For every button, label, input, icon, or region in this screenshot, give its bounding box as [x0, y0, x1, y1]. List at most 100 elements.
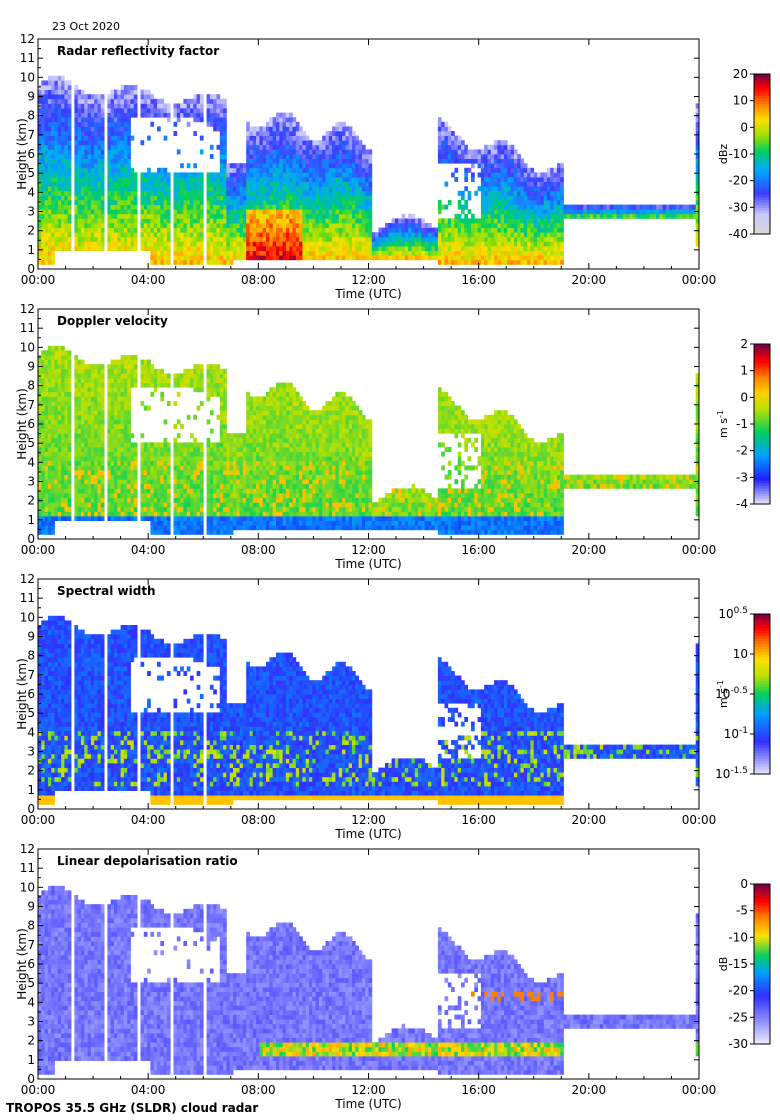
- heatmap-cell: [276, 135, 280, 141]
- heatmap-cell: [173, 250, 178, 256]
- heatmap-cell: [295, 158, 300, 164]
- heatmap-cell: [127, 158, 131, 164]
- heatmap-cell: [513, 223, 518, 228]
- heatmap-cell: [51, 200, 55, 205]
- heatmap-cell: [81, 131, 85, 136]
- heatmap-cell: [437, 204, 442, 210]
- heatmap-cell: [338, 149, 343, 155]
- heatmap-cell: [437, 144, 442, 150]
- heatmap-cell: [431, 236, 435, 242]
- heatmap-cell: [695, 186, 700, 192]
- heatmap-cell: [140, 218, 145, 224]
- heatmap-cell: [57, 218, 62, 224]
- heatmap-cell: [487, 218, 492, 224]
- heatmap-cell: [560, 246, 564, 251]
- heatmap-cell: [64, 177, 69, 182]
- heatmap-cell: [540, 177, 545, 182]
- heatmap-cell: [130, 223, 135, 228]
- heatmap-cell: [632, 209, 637, 215]
- heatmap-cell: [117, 516, 121, 521]
- heatmap-cell: [444, 255, 449, 261]
- heatmap-cell: [272, 167, 277, 173]
- heatmap-cell: [282, 172, 287, 178]
- heatmap-cell: [38, 181, 42, 187]
- heatmap-cell: [583, 204, 587, 210]
- heatmap-cell: [44, 190, 49, 196]
- heatmap-cell: [259, 209, 264, 215]
- heatmap-cell: [81, 172, 85, 178]
- heatmap-cell: [358, 140, 363, 146]
- heatmap-cell: [41, 456, 45, 462]
- heatmap-cell: [100, 405, 105, 411]
- heatmap-cell: [543, 213, 548, 219]
- colorbar-tick-label: -10: [728, 147, 748, 161]
- heatmap-cell: [87, 204, 92, 210]
- heatmap-cell: [67, 355, 72, 360]
- heatmap-cell: [123, 158, 128, 164]
- heatmap-cell: [153, 177, 158, 182]
- heatmap-cell: [632, 204, 637, 210]
- heatmap-cell: [471, 250, 475, 256]
- heatmap-cell: [94, 121, 98, 127]
- heatmap-cell: [259, 167, 264, 173]
- heatmap-cell: [401, 250, 406, 256]
- heatmap-cell: [54, 172, 59, 178]
- heatmap-cell: [143, 108, 148, 113]
- heatmap-cell: [391, 232, 396, 238]
- heatmap-cell: [193, 172, 197, 178]
- heatmap-cell: [67, 177, 72, 182]
- heatmap-cell: [302, 195, 307, 201]
- heatmap-cell: [61, 200, 65, 205]
- heatmap-cell: [295, 154, 300, 159]
- heatmap-cell: [262, 232, 267, 238]
- heatmap-cell: [285, 167, 290, 173]
- heatmap-cell: [252, 158, 257, 164]
- heatmap-cell: [67, 209, 72, 215]
- heatmap-cell: [117, 451, 121, 457]
- heatmap-cell: [153, 103, 158, 109]
- heatmap-cell: [190, 218, 194, 224]
- heatmap-cell: [94, 246, 98, 251]
- heatmap-cell: [54, 85, 59, 90]
- heatmap-cell: [695, 241, 700, 247]
- heatmap-cell: [649, 209, 654, 215]
- heatmap-cell: [322, 158, 326, 164]
- heatmap-cell: [107, 396, 112, 402]
- heatmap-cell: [629, 204, 634, 210]
- heatmap-cell: [272, 255, 277, 261]
- heatmap-cell: [223, 204, 227, 210]
- heatmap-cell: [447, 232, 452, 238]
- heatmap-cell: [87, 167, 92, 173]
- heatmap-cell: [461, 227, 465, 233]
- heatmap-cell: [242, 172, 247, 178]
- heatmap-cell: [190, 255, 194, 261]
- heatmap-cell: [100, 223, 105, 228]
- heatmap-cell: [97, 94, 102, 100]
- heatmap-cell: [114, 89, 118, 95]
- heatmap-cell: [338, 144, 343, 150]
- heatmap-cell: [47, 103, 52, 109]
- heatmap-cell: [74, 396, 79, 402]
- heatmap-cell: [193, 181, 197, 187]
- heatmap-cell: [236, 250, 240, 256]
- heatmap-cell: [81, 190, 85, 196]
- heatmap-cell: [269, 213, 274, 219]
- heatmap-cell: [299, 154, 303, 159]
- heatmap-cell: [117, 98, 121, 104]
- heatmap-cell: [342, 121, 346, 127]
- heatmap-cell: [74, 355, 79, 360]
- heatmap-cell: [97, 414, 102, 420]
- heatmap-cell: [305, 167, 310, 173]
- heatmap-cell: [216, 177, 221, 182]
- heatmap-cell: [77, 502, 82, 508]
- heatmap-cell: [540, 209, 545, 215]
- heatmap-cell: [695, 172, 700, 178]
- heatmap-cell: [437, 250, 442, 256]
- heatmap-cell: [461, 232, 465, 238]
- heatmap-cell: [345, 167, 350, 173]
- heatmap-cell: [100, 190, 105, 196]
- heatmap-cell: [176, 103, 181, 109]
- heatmap-cell: [67, 103, 72, 109]
- heatmap-cell: [183, 181, 188, 187]
- heatmap-cell: [256, 232, 260, 238]
